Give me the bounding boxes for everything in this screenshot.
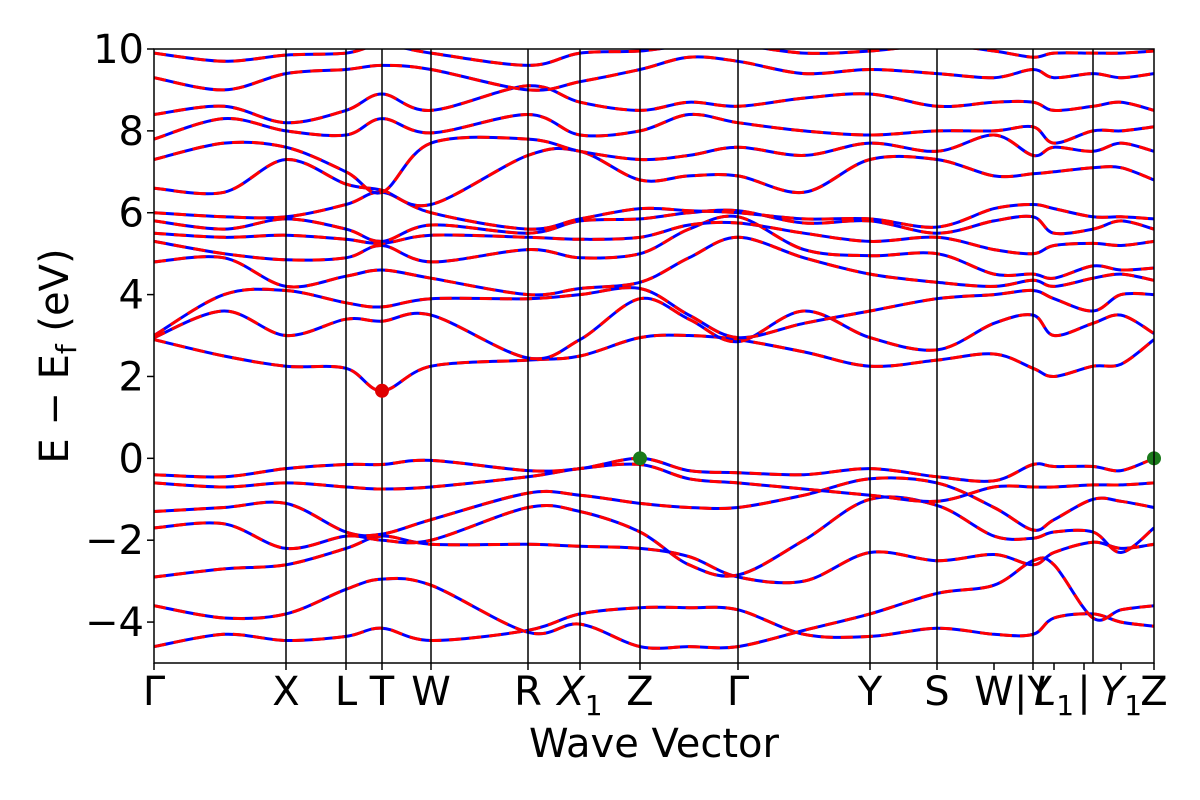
x-tick-label: Y — [857, 669, 883, 715]
band-20-spin-down — [154, 55, 1154, 92]
band-13-spin-down — [154, 220, 1154, 256]
x-tick-label: W — [411, 669, 451, 715]
y-tick-label: −2 — [85, 518, 144, 564]
band-20-spin-up — [154, 55, 1154, 92]
band-10-spin-down — [154, 286, 1154, 340]
band-11-spin-up — [154, 235, 1154, 297]
band-15-spin-down — [154, 190, 1154, 231]
x-tick-label: S — [924, 669, 949, 715]
x-tick-label: L1 — [1034, 669, 1074, 722]
band-edge-markers — [375, 383, 1161, 466]
x-tick-label: | — [1077, 669, 1090, 715]
y-axis-label-sub: f — [50, 343, 83, 354]
band-21-spin-down — [154, 49, 1154, 67]
band-1-spin-down — [154, 605, 1154, 649]
band-19-spin-up — [154, 84, 1154, 125]
y-axis-label-main: E − E — [32, 354, 78, 464]
band-3-spin-down — [154, 534, 1154, 585]
band-2-spin-down — [154, 556, 1154, 650]
plot-frame — [153, 48, 1155, 664]
y-tick-label: 8 — [119, 109, 144, 155]
band-18-spin-down — [154, 112, 1154, 145]
cbm-marker — [375, 383, 389, 398]
x-tick-label: Γ — [727, 669, 750, 715]
y-axis-label: E − Ef (eV) — [32, 248, 83, 463]
band-lines — [154, 49, 1154, 650]
band-9-spin-up — [154, 296, 1154, 361]
x-tick-label: |Y — [1014, 669, 1052, 715]
band-9-spin-down — [154, 296, 1154, 361]
y-tick-label: 10 — [93, 27, 144, 73]
y-tick-label: −4 — [85, 600, 144, 646]
band-4-spin-down — [154, 495, 1154, 578]
x-tick-label: Z — [626, 669, 653, 715]
vbm-marker — [633, 451, 647, 466]
high-symmetry-lines — [285, 49, 1094, 663]
x-tick-label: X — [272, 669, 299, 715]
x-tick-label: W — [974, 669, 1014, 715]
y-tick-label: 2 — [119, 354, 144, 400]
band-8-spin-down — [154, 333, 1154, 393]
band-8-spin-up — [154, 333, 1154, 393]
band-16-spin-down — [154, 146, 1154, 208]
band-10-spin-up — [154, 286, 1154, 340]
x-tick-label: Z — [1140, 669, 1167, 715]
band-12-spin-down — [154, 214, 1154, 280]
y-axis-label-unit: (eV) — [32, 248, 78, 344]
y-tick-label: 6 — [119, 191, 144, 237]
band-5-spin-down — [154, 476, 1154, 538]
band-6-spin-down — [154, 462, 1154, 504]
y-axis-ticks: −4 −2 0 2 4 6 8 10 — [85, 27, 154, 646]
y-tick-label: 0 — [119, 436, 144, 482]
x-tick-label: Y1 — [1100, 669, 1142, 722]
band-7-spin-down — [154, 456, 1154, 483]
x-tick-label: T — [369, 669, 395, 715]
x-tick-label: Γ — [143, 669, 166, 715]
band-19-spin-down — [154, 84, 1154, 125]
x-tick-label: X1 — [555, 669, 602, 722]
band-15-spin-up — [154, 190, 1154, 231]
band-17-spin-down — [154, 133, 1154, 195]
x-tick-label: L — [335, 669, 358, 715]
y-tick-label: 4 — [119, 273, 144, 319]
x-tick-label: R — [514, 669, 542, 715]
x-axis-label: Wave Vector — [529, 721, 780, 767]
x-axis-ticks: Γ X L T W R X1 Z Γ Y S W |YL1 | Y1Z — [143, 663, 1168, 722]
